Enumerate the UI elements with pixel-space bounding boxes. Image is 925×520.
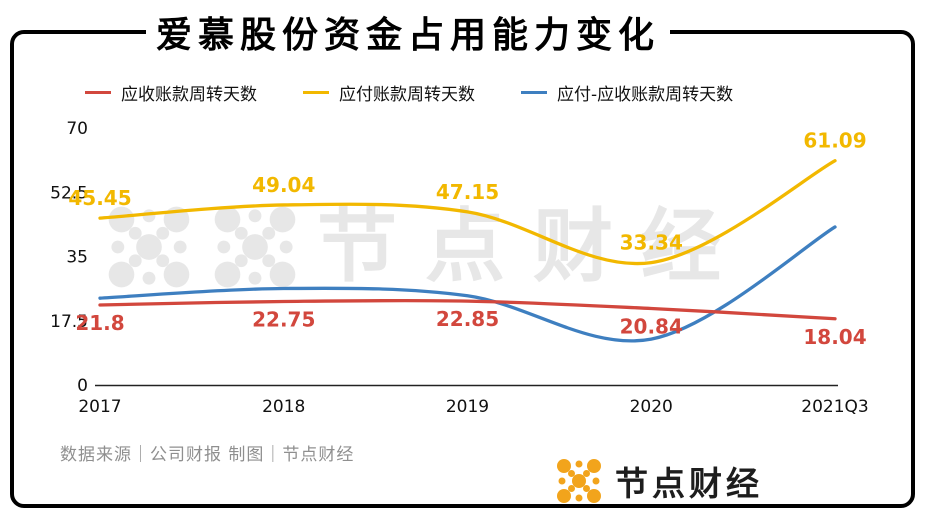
y-tick-label: 35 (66, 248, 88, 268)
legend-label: 应收账款周转天数 (121, 85, 257, 105)
legend-marker-line (85, 91, 111, 94)
legend-label: 应付账款周转天数 (339, 85, 475, 105)
legend-marker-line (303, 91, 329, 94)
brand-name: 节点财经 (615, 464, 763, 503)
legend-marker-line (521, 91, 547, 94)
data-label: 45.45 (68, 186, 131, 210)
chart-title: 爱慕股份资金占用能力变化 (146, 6, 671, 58)
data-label: 18.04 (803, 325, 866, 349)
legend: 应收账款周转天数 应付账款周转天数 应付-应收账款周转天数 (85, 80, 733, 105)
data-label: 47.15 (436, 180, 499, 204)
data-label: 49.04 (252, 173, 315, 197)
x-tick-label: 2017 (78, 397, 121, 417)
x-tick-label: 2019 (446, 397, 489, 417)
legend-item: 应付账款周转天数 (303, 80, 475, 105)
data-label: 20.84 (620, 314, 683, 338)
y-tick-label: 0 (77, 376, 88, 396)
series-line (98, 225, 837, 343)
source-note: 数据来源｜公司财报 制图｜节点财经 (60, 445, 355, 465)
data-label: 33.34 (620, 231, 683, 255)
data-label: 22.85 (436, 307, 499, 331)
data-label: 22.75 (252, 307, 315, 331)
legend-item: 应收账款周转天数 (85, 80, 257, 105)
brand: 节点财经 (555, 457, 763, 505)
y-tick-label: 17.5 (50, 312, 88, 332)
series-line (98, 298, 837, 321)
y-tick-label: 52.5 (50, 183, 88, 203)
legend-item: 应付-应收账款周转天数 (521, 80, 733, 105)
y-tick-label: 70 (66, 119, 88, 139)
data-label: 61.09 (803, 129, 866, 153)
data-label: 21.8 (75, 311, 124, 335)
x-tick-label: 2020 (630, 397, 673, 417)
x-tick-label: 2021Q3 (801, 397, 868, 417)
x-tick-label: 2018 (262, 397, 305, 417)
series-line (98, 159, 837, 266)
brand-logo-icon (557, 459, 601, 503)
legend-label: 应付-应收账款周转天数 (557, 85, 734, 105)
